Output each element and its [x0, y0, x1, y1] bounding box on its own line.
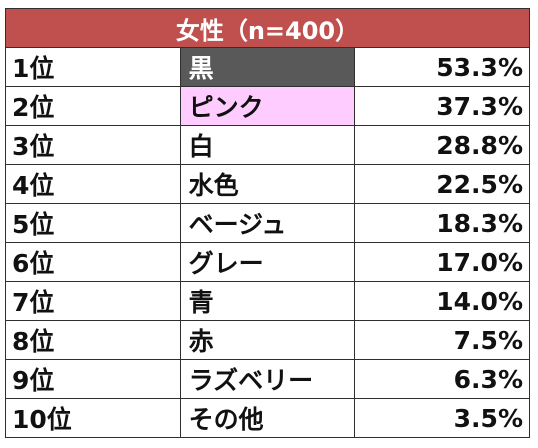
rank-cell: 7位 [5, 281, 181, 321]
table-row: 3位白 28.8% [5, 125, 530, 165]
percent-cell: 3.5% [354, 398, 530, 438]
color-name-cell: 白 [179, 125, 356, 165]
table-row: 2位 ピンク 37.3% [5, 86, 530, 126]
table-row: 7位青 14.0% [5, 281, 530, 321]
table-row: 5位 ベージュ 18.3% [5, 203, 530, 243]
ranking-table-body: 女性（n=400） 1位黒 53.3% 2位 ピンク 37.3% 3位白 28.8% 4位 水色… [5, 8, 530, 438]
color-name-cell: ベージュ [179, 203, 356, 243]
color-name-cell: 黒 [179, 47, 356, 87]
percent-cell: 6.3% [354, 359, 530, 399]
rank-cell: 3位 [5, 125, 181, 165]
color-name-cell: ピンク [179, 86, 356, 126]
table-row: 8位赤 7.5% [5, 320, 530, 360]
color-name-cell: ラズベリー [179, 359, 356, 399]
color-name-cell: 水色 [179, 164, 356, 204]
rank-cell: 1位 [5, 47, 181, 87]
color-name-cell: その他 [179, 398, 356, 438]
table-row: 10位 その他 3.5% [5, 398, 530, 438]
percent-cell: 14.0% [354, 281, 530, 321]
percent-cell: 7.5% [354, 320, 530, 360]
rank-cell: 9位 [5, 359, 181, 399]
percent-cell: 22.5% [354, 164, 530, 204]
table-row: 9位 ラズベリー 6.3% [5, 359, 530, 399]
ranking-table: 女性（n=400） 1位黒 53.3% 2位 ピンク 37.3% 3位白 28.8% 4位 水色… [5, 8, 530, 438]
rank-cell: 8位 [5, 320, 181, 360]
table-header-row: 女性（n=400） [5, 8, 530, 48]
percent-cell: 37.3% [354, 86, 530, 126]
table-row: 4位 水色 22.5% [5, 164, 530, 204]
table-row: 6位 グレー 17.0% [5, 242, 530, 282]
color-name-cell: グレー [179, 242, 356, 282]
rank-cell: 10位 [5, 398, 181, 438]
table-title: 女性（n=400） [5, 8, 530, 48]
percent-cell: 28.8% [354, 125, 530, 165]
percent-cell: 18.3% [354, 203, 530, 243]
percent-cell: 17.0% [354, 242, 530, 282]
rank-cell: 4位 [5, 164, 181, 204]
percent-cell: 53.3% [354, 47, 530, 87]
color-name-cell: 青 [179, 281, 356, 321]
rank-cell: 5位 [5, 203, 181, 243]
color-name-cell: 赤 [179, 320, 356, 360]
table-row: 1位黒 53.3% [5, 47, 530, 87]
rank-cell: 2位 [5, 86, 181, 126]
rank-cell: 6位 [5, 242, 181, 282]
